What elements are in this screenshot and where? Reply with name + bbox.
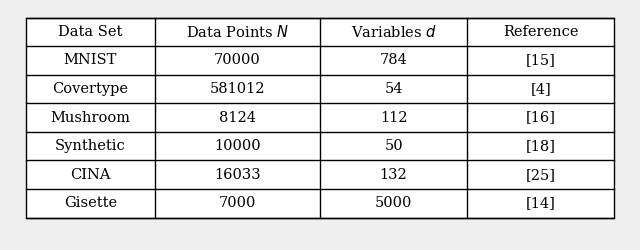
- Text: Covertype: Covertype: [52, 82, 129, 96]
- Text: 54: 54: [385, 82, 403, 96]
- Text: CINA: CINA: [70, 168, 111, 182]
- Text: 10000: 10000: [214, 139, 261, 153]
- Text: Variables $d$: Variables $d$: [351, 24, 436, 40]
- Text: [15]: [15]: [526, 53, 556, 67]
- Text: 7000: 7000: [219, 196, 256, 210]
- Text: [25]: [25]: [526, 168, 556, 182]
- Text: 581012: 581012: [210, 82, 266, 96]
- Text: Mushroom: Mushroom: [51, 110, 131, 124]
- Text: [18]: [18]: [526, 139, 556, 153]
- Text: Data Points $N$: Data Points $N$: [186, 24, 289, 40]
- Text: 70000: 70000: [214, 53, 261, 67]
- Text: Gisette: Gisette: [64, 196, 117, 210]
- Text: 784: 784: [380, 53, 408, 67]
- Text: [4]: [4]: [531, 82, 551, 96]
- Text: 112: 112: [380, 110, 407, 124]
- Text: Synthetic: Synthetic: [55, 139, 125, 153]
- Text: 5000: 5000: [375, 196, 412, 210]
- Text: 50: 50: [384, 139, 403, 153]
- Text: Reference: Reference: [503, 25, 579, 39]
- Text: MNIST: MNIST: [64, 53, 117, 67]
- Text: 8124: 8124: [219, 110, 256, 124]
- Text: 16033: 16033: [214, 168, 261, 182]
- Text: Data Set: Data Set: [58, 25, 122, 39]
- Text: 132: 132: [380, 168, 408, 182]
- Text: [14]: [14]: [526, 196, 556, 210]
- Text: [16]: [16]: [526, 110, 556, 124]
